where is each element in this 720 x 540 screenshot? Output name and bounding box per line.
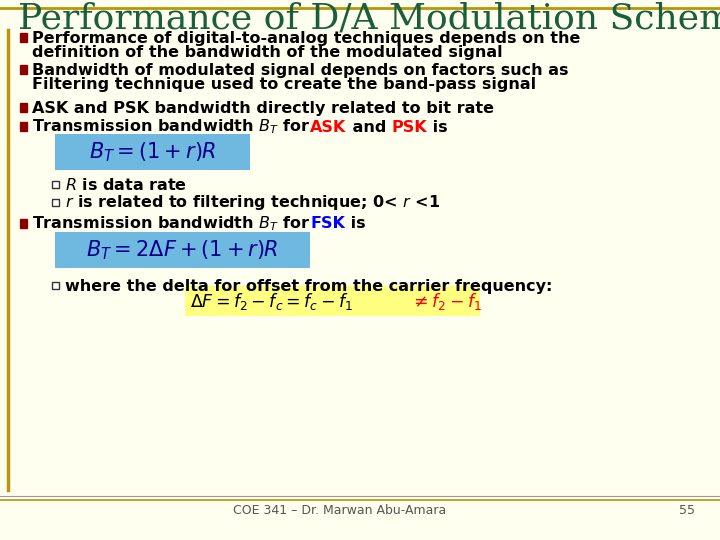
Text: $B_T = (1+r)R$: $B_T = (1+r)R$ [89,140,216,164]
Text: $B_T = 2\Delta F + (1+r)R$: $B_T = 2\Delta F + (1+r)R$ [86,238,279,262]
Text: Performance of digital-to-analog techniques depends on the: Performance of digital-to-analog techniq… [32,30,580,45]
Bar [185,286,480,316]
Text: definition of the bandwidth of the modulated signal: definition of the bandwidth of the modul… [32,45,503,60]
Bar [52,282,59,289]
Bar [52,181,59,188]
Text: ASK and PSK bandwidth directly related to bit rate: ASK and PSK bandwidth directly related t… [32,100,494,116]
Text: $R$ is data rate: $R$ is data rate [65,177,187,193]
Bar [20,219,27,228]
Text: $\Delta F = f_2 - f_c = f_c - f_1$: $\Delta F = f_2 - f_c = f_c - f_1$ [190,291,353,312]
Text: 55: 55 [679,503,695,516]
Text: is: is [427,119,448,134]
Bar [20,103,27,112]
Text: PSK: PSK [392,119,427,134]
Bar [20,122,27,131]
Bar [55,134,250,170]
Text: $r$ is related to filtering technique; 0< $r$ <1: $r$ is related to filtering technique; 0… [65,193,441,213]
Text: where the delta for offset from the carrier frequency:: where the delta for offset from the carr… [65,279,552,294]
Text: ASK: ASK [310,119,346,134]
Text: $\neq f_2 - f_1$: $\neq f_2 - f_1$ [410,291,482,312]
Text: Transmission bandwidth $B_T$ for: Transmission bandwidth $B_T$ for [32,214,310,233]
Text: and: and [346,119,392,134]
Text: FSK: FSK [310,217,345,232]
Bar [20,33,27,42]
Text: is: is [345,217,366,232]
Text: COE 341 – Dr. Marwan Abu-Amara: COE 341 – Dr. Marwan Abu-Amara [233,503,446,516]
Bar [52,199,59,206]
Text: Filtering technique used to create the band-pass signal: Filtering technique used to create the b… [32,78,536,92]
Bar [20,65,27,74]
Text: Transmission bandwidth $B_T$ for: Transmission bandwidth $B_T$ for [32,118,310,137]
Bar [55,232,310,268]
Text: Performance of D/A Modulation Schemes: Performance of D/A Modulation Schemes [18,2,720,36]
Text: Bandwidth of modulated signal depends on factors such as: Bandwidth of modulated signal depends on… [32,63,569,78]
